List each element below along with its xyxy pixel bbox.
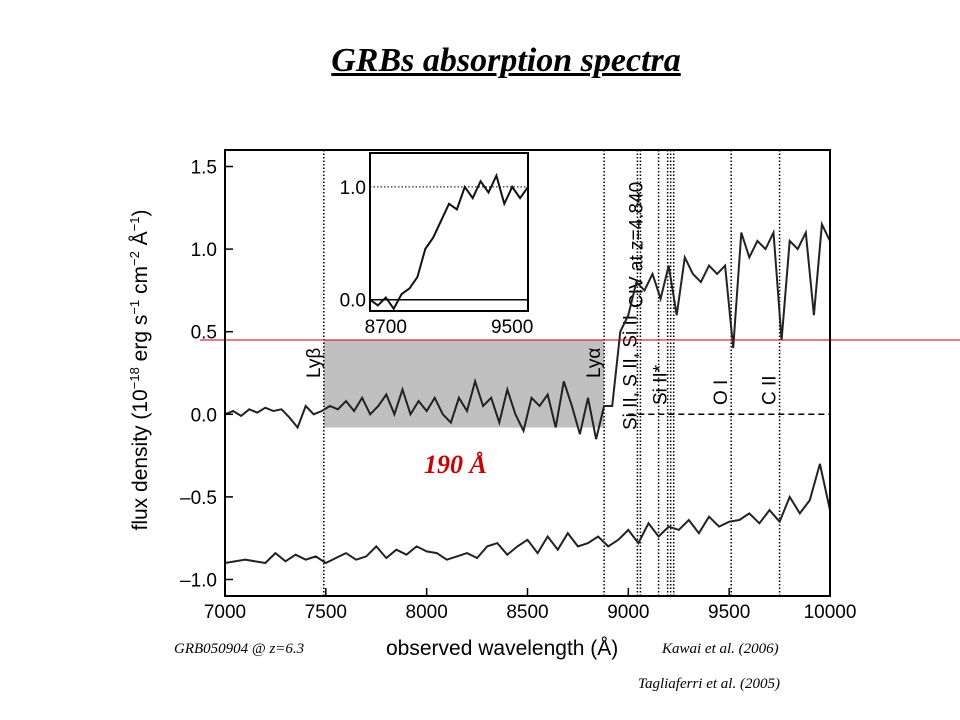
tagliaferri-reference: Tagliaferri et al. (2005) [638, 676, 780, 692]
line-label: Lyβ [304, 348, 325, 378]
line-label: Si II, S II, Si II [620, 315, 641, 430]
y-axis-label: flux density (10−18 erg s−1 cm−2 Å−1) [127, 209, 152, 531]
inset-y-tick-label: 0.0 [340, 291, 366, 312]
y-tick-label: 1.0 [191, 240, 217, 261]
slide-title: GRBs absorption spectra [331, 42, 681, 79]
x-tick-label: 8500 [506, 602, 548, 623]
object-caption: GRB050904 @ z=6.3 [174, 641, 305, 657]
x-tick-label: 7000 [204, 602, 246, 623]
y-tick-label: 0.5 [191, 323, 217, 344]
y-tick-label: 1.5 [191, 158, 217, 179]
x-tick-label: 8000 [406, 602, 448, 623]
x-tick-label: 9000 [607, 602, 649, 623]
y-tick-label: –0.5 [180, 488, 217, 509]
y-tick-label: 0.0 [191, 405, 217, 426]
line-label: O I [711, 380, 732, 405]
line-label: Si II* [651, 364, 672, 405]
x-tick-label: 10000 [804, 602, 857, 623]
inset-frame [369, 152, 529, 312]
line-label: Lyα [584, 348, 605, 378]
civ-label: CIV at z=4.840 [626, 182, 647, 308]
spectrum-series [224, 220, 831, 440]
x-axis-label: observed wavelength (Å) [386, 637, 619, 660]
error-series [224, 463, 831, 565]
y-tick-label: –1.0 [180, 570, 217, 591]
x-tick-label: 9500 [708, 602, 750, 623]
x-tick-label: 7500 [305, 602, 347, 623]
absorption-band [323, 339, 605, 428]
kawai-reference: Kawai et al. (2006) [662, 641, 779, 657]
inset-x-tick-label: 9500 [491, 317, 533, 338]
line-label: C II [760, 375, 781, 405]
inset-x-tick-label: 8700 [365, 317, 407, 338]
width-label: 190 Å [424, 450, 487, 479]
inset-series [369, 172, 529, 311]
inset-y-tick-label: 1.0 [340, 178, 366, 199]
